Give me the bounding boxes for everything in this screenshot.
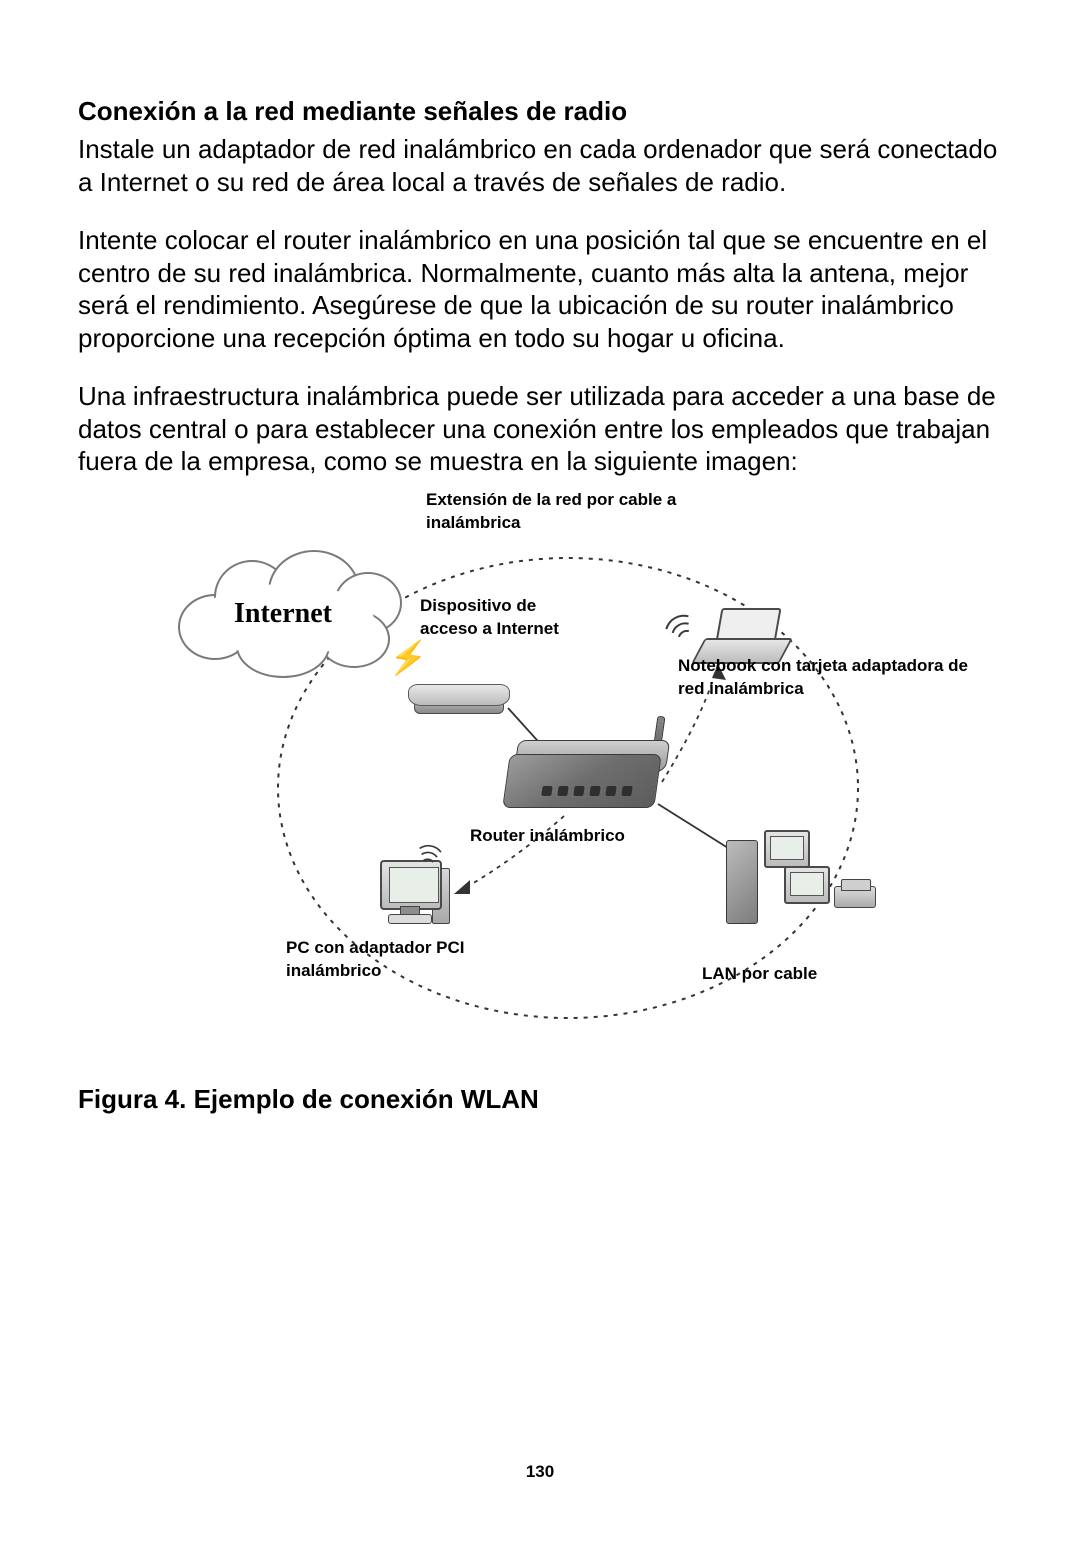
body-paragraph: Intente colocar el router inalámbrico en…: [78, 224, 1002, 354]
pc-pci-label: PC con adaptador PCI inalámbrico: [286, 936, 496, 984]
document-page: Conexión a la red mediante señales de ra…: [0, 0, 1080, 1542]
page-number: 130: [0, 1462, 1080, 1482]
body-paragraph: Instale un adaptador de red inalámbrico …: [78, 133, 1002, 198]
lightning-icon: ⚡: [388, 637, 430, 679]
access-device-label: Dispositivo de acceso a Internet: [420, 594, 580, 642]
figure-caption: Figura 4. Ejemplo de conexión WLAN: [78, 1084, 1002, 1115]
section-heading: Conexión a la red mediante señales de ra…: [78, 96, 1002, 127]
notebook-label: Notebook con tarjeta adaptadora de red i…: [678, 654, 998, 702]
wired-lan-icon: [726, 828, 876, 948]
router-label: Router inalámbrico: [470, 824, 670, 848]
wireless-waves-icon: [411, 843, 444, 873]
wlan-diagram: Extensión de la red por cable a inalámbr…: [118, 488, 998, 1028]
access-device-icon: [408, 684, 508, 718]
diagram-title-label: Extensión de la red por cable a inalámbr…: [426, 488, 716, 536]
arrowhead-icon: [454, 880, 470, 894]
lan-label: LAN por cable: [702, 962, 862, 986]
internet-cloud-icon: Internet: [178, 554, 388, 664]
wireless-waves-icon: [659, 611, 703, 654]
body-paragraph: Una infraestructura inalámbrica puede se…: [78, 380, 1002, 478]
internet-label: Internet: [178, 598, 388, 630]
wireless-router-icon: [506, 734, 666, 824]
